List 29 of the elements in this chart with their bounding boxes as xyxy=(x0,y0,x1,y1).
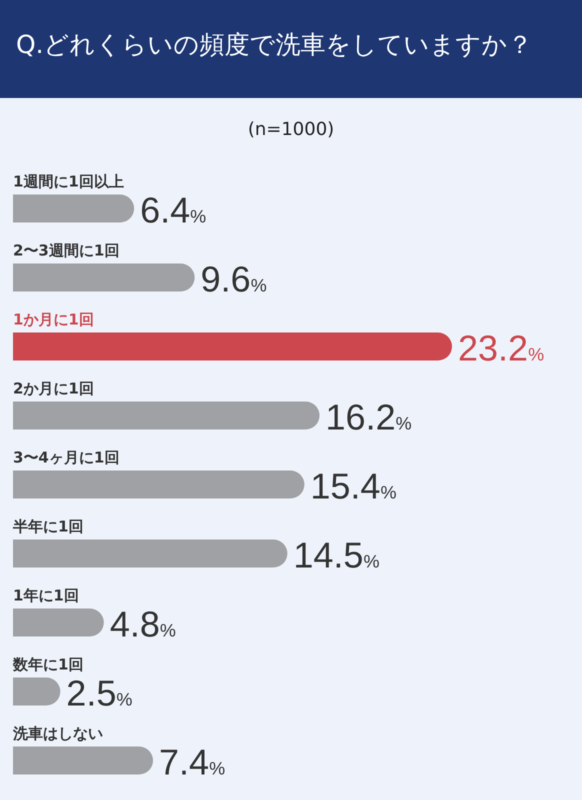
y-tick-label: 1か月に1回 xyxy=(13,310,94,328)
bar xyxy=(13,608,104,636)
data-label: 6.4% xyxy=(140,190,206,230)
y-tick-label: 1週間に1回以上 xyxy=(13,172,124,190)
data-label: 7.4% xyxy=(159,742,226,782)
data-label: 9.6% xyxy=(200,258,267,300)
data-label: 15.4% xyxy=(310,466,396,506)
y-tick-label: 1年に1回 xyxy=(13,586,79,604)
data-label: 16.2% xyxy=(326,396,412,438)
y-tick-label: 洗車はしない xyxy=(12,724,103,742)
bar xyxy=(13,470,304,498)
data-label: 14.5% xyxy=(293,534,380,576)
y-tick-label: 数年に1回 xyxy=(12,656,84,674)
chart-title: Q.どれくらいの頻度で洗車をしていますか？ xyxy=(16,28,533,60)
y-tick-label: 半年に1回 xyxy=(12,518,84,536)
bar xyxy=(13,746,154,774)
data-label: 2.5% xyxy=(66,672,132,714)
bar xyxy=(13,540,288,568)
bar xyxy=(13,194,134,222)
bar xyxy=(13,402,320,430)
bar xyxy=(13,678,60,706)
bar xyxy=(13,264,195,292)
data-label: 4.8% xyxy=(110,604,176,644)
data-label: 23.2% xyxy=(458,328,544,368)
chart-subtitle: (n=1000) xyxy=(248,118,334,140)
bar xyxy=(13,332,452,360)
y-tick-label: 2〜3週間に1回 xyxy=(13,242,120,260)
y-tick-label: 2か月に1回 xyxy=(13,380,94,398)
y-tick-label: 3〜4ヶ月に1回 xyxy=(13,448,120,466)
